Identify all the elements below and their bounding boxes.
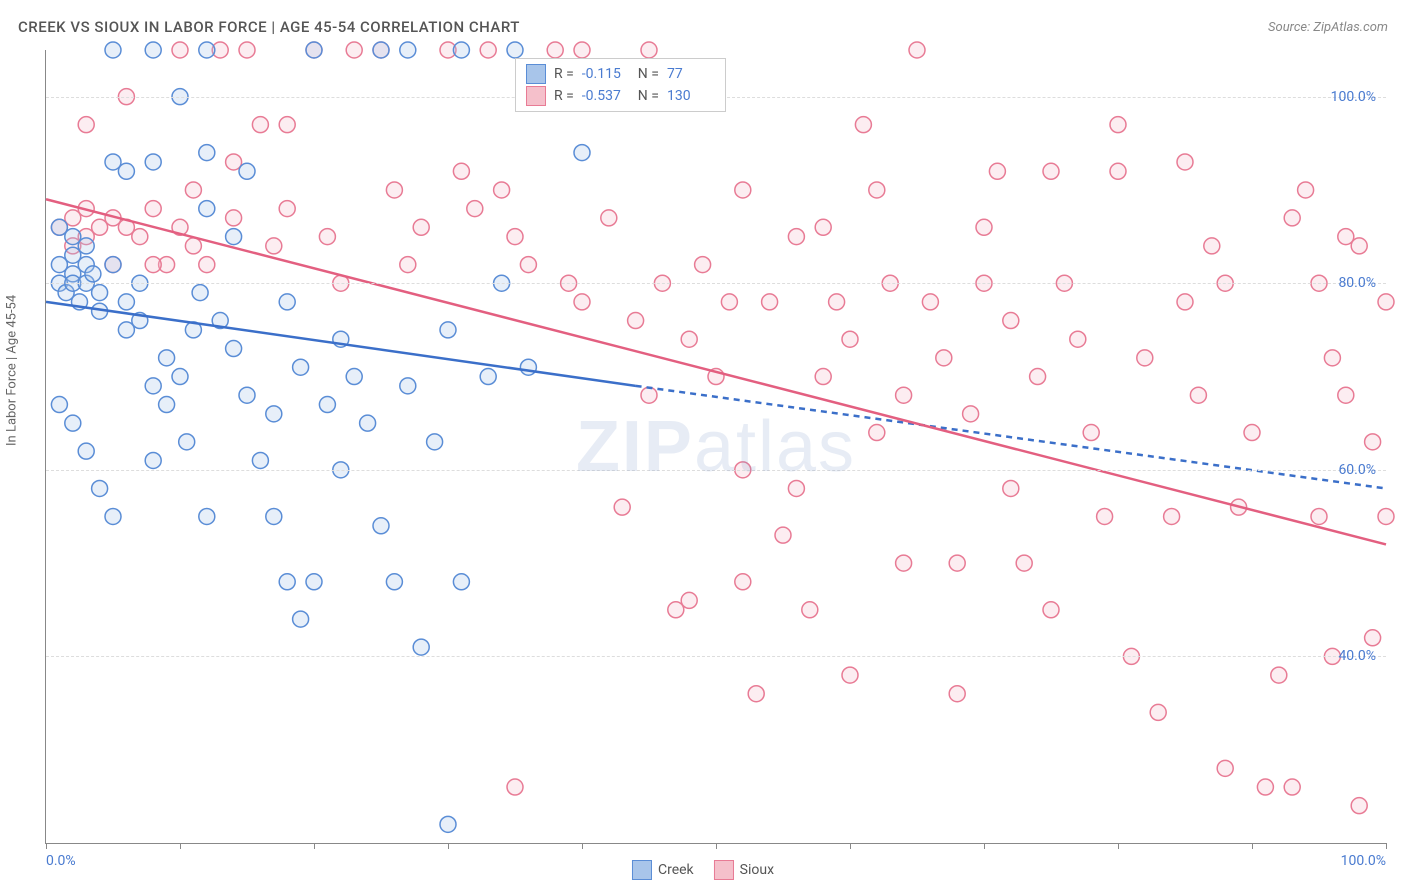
scatter-svg xyxy=(46,50,1386,843)
y-tick-label: 80.0% xyxy=(1338,275,1376,291)
legend-row-creek: R = -0.115 N = 77 xyxy=(526,63,715,85)
x-tick xyxy=(180,843,181,849)
x-tick xyxy=(1252,843,1253,849)
x-tick xyxy=(1386,843,1387,849)
legend-sioux-n: 130 xyxy=(667,88,715,104)
legend-item-sioux: Sioux xyxy=(714,860,774,880)
legend-r-label: R = xyxy=(554,66,574,82)
x-tick xyxy=(46,843,47,849)
x-tick xyxy=(1118,843,1119,849)
legend-creek-n: 77 xyxy=(667,66,715,82)
legend-row-sioux: R = -0.537 N = 130 xyxy=(526,85,715,107)
x-tick xyxy=(582,843,583,849)
legend-creek-r: -0.115 xyxy=(582,66,630,82)
x-tick xyxy=(314,843,315,849)
x-tick-label: 0.0% xyxy=(46,853,76,869)
chart-plot-area: ZIPatlas R = -0.115 N = 77 R = -0.537 N … xyxy=(45,50,1386,844)
legend-n-label: N = xyxy=(638,66,659,82)
x-tick xyxy=(448,843,449,849)
y-axis-label: In Labor Force | Age 45-54 xyxy=(5,295,20,446)
legend-label-sioux: Sioux xyxy=(740,862,774,878)
x-tick xyxy=(716,843,717,849)
swatch-sioux-bottom xyxy=(714,860,734,880)
y-tick-label: 40.0% xyxy=(1338,648,1376,664)
x-tick xyxy=(850,843,851,849)
gridline xyxy=(46,656,1386,657)
legend-sioux-r: -0.537 xyxy=(582,88,630,104)
legend-n-label: N = xyxy=(638,88,659,104)
gridline xyxy=(46,470,1386,471)
gridline xyxy=(46,283,1386,284)
chart-source: Source: ZipAtlas.com xyxy=(1268,20,1388,35)
swatch-creek xyxy=(526,64,546,84)
y-tick-label: 60.0% xyxy=(1338,462,1376,478)
series-legend: Creek Sioux xyxy=(632,860,774,880)
y-tick-label: 100.0% xyxy=(1331,89,1376,105)
legend-label-creek: Creek xyxy=(658,862,694,878)
correlation-legend: R = -0.115 N = 77 R = -0.537 N = 130 xyxy=(515,58,726,112)
chart-header: CREEK VS SIOUX IN LABOR FORCE | AGE 45-5… xyxy=(18,18,1388,36)
legend-r-label: R = xyxy=(554,88,574,104)
x-tick-label: 100.0% xyxy=(1341,853,1386,869)
swatch-sioux xyxy=(526,86,546,106)
swatch-creek-bottom xyxy=(632,860,652,880)
x-tick xyxy=(984,843,985,849)
legend-item-creek: Creek xyxy=(632,860,694,880)
chart-title: CREEK VS SIOUX IN LABOR FORCE | AGE 45-5… xyxy=(18,18,520,36)
